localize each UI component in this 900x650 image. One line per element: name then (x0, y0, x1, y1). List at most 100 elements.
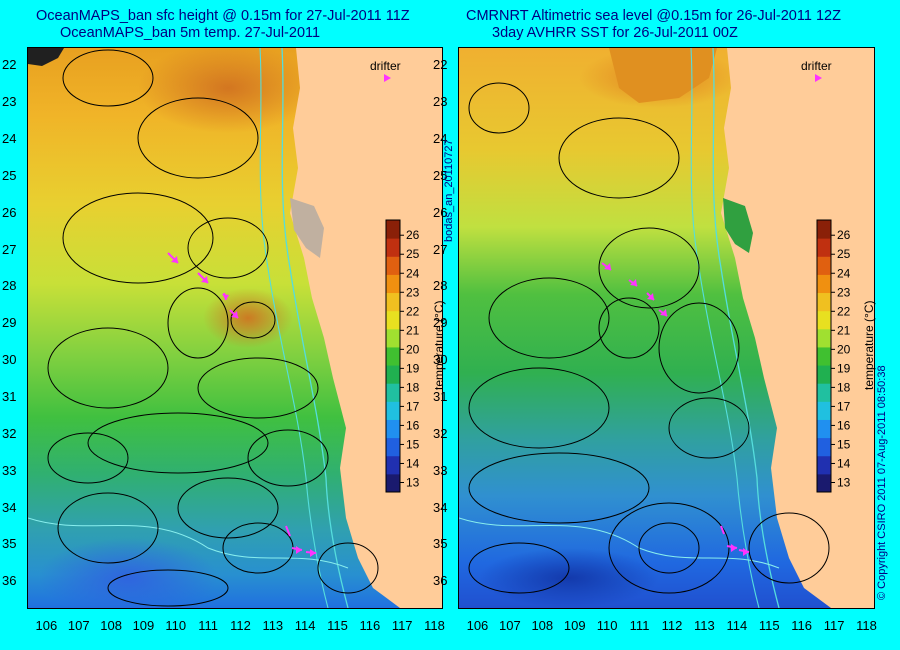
latitude-label: 25 (433, 167, 448, 183)
longitude-label: 117 (823, 618, 845, 633)
land-mainland (721, 48, 874, 608)
longitude-label: 110 (165, 618, 187, 633)
longitude-label: 115 (327, 618, 348, 633)
colorbar-tick-label: 20 (837, 342, 851, 356)
longitude-label: 116 (791, 618, 813, 633)
longitude-label: 106 (35, 618, 58, 633)
colorbar-swatch (817, 292, 831, 312)
longitude-label: 106 (466, 618, 489, 633)
latitude-label: 22 (433, 57, 448, 73)
longitude-label: 107 (499, 618, 521, 633)
colorbar-tick-label: 20 (406, 342, 420, 356)
colorbar-swatch (817, 365, 831, 384)
sea-level-contours (47, 49, 379, 607)
colorbar-swatch (817, 383, 831, 402)
drifter-markers (171, 74, 391, 557)
latitude-label: 36 (2, 573, 17, 589)
latitude-label: 32 (433, 425, 448, 441)
colorbar-swatch (817, 328, 831, 348)
longitude-label: 118 (856, 618, 877, 633)
colorbar-border (816, 219, 832, 493)
colorbar-tick-label: 17 (837, 399, 851, 413)
colorbar-tick-label: 16 (406, 418, 420, 432)
left-title-line1: OceanMAPS_ban sfc height @ 0.15m for 27-… (36, 8, 410, 24)
colorbar-tick-label: 21 (406, 323, 420, 337)
colorbar-swatch (817, 401, 831, 420)
colorbar-swatch (817, 437, 831, 457)
colorbar-tick-label: 15 (406, 437, 420, 451)
colorbar-tick-label: 24 (406, 266, 420, 280)
warm-patch (138, 48, 318, 133)
land-mainland (290, 48, 442, 608)
colorbar-swatch (386, 238, 400, 257)
longitude-label: 113 (262, 618, 284, 633)
colorbar-swatch (817, 274, 831, 294)
drifter-legend-label: drifter (801, 59, 832, 73)
longitude-label: 111 (198, 618, 218, 633)
colorbar-tick-label: 14 (406, 456, 420, 470)
latitude-label: 34 (2, 499, 17, 515)
colorbar-swatch (817, 238, 831, 257)
latitude-label: 27 (433, 241, 448, 257)
right-map-svg: drifter (459, 48, 874, 608)
right-title-line2: 3day AVHRR SST for 26-Jul-2011 00Z (492, 25, 738, 41)
latitude-label: 25 (2, 167, 17, 183)
colorbar-title-left: temperature (°C) (432, 300, 446, 391)
warm-eddy (203, 288, 293, 348)
latitude-label: 29 (2, 315, 17, 331)
longitude-label: 110 (596, 618, 618, 633)
colorbar-tick-label: 25 (406, 247, 420, 261)
latitude-label: 31 (433, 389, 448, 404)
cool-patch (38, 538, 218, 608)
colorbar-swatch (386, 455, 400, 475)
colorbar-tick-label: 26 (406, 228, 420, 242)
drifter-legend-label: drifter (370, 59, 401, 73)
drifter-markers (604, 74, 822, 556)
colorbar-tick-label: 14 (837, 456, 851, 470)
cool-patch (479, 548, 659, 608)
land-inlet (290, 198, 324, 258)
colorbar-swatch (386, 256, 400, 275)
colorbar-tick-label: 23 (837, 285, 851, 299)
latitude-label: 30 (2, 352, 17, 368)
longitude-label: 109 (563, 618, 586, 633)
colorbar-tick-label: 16 (837, 418, 851, 432)
colorbar-tick-label: 18 (837, 380, 851, 394)
colorbar-tick-label: 19 (837, 361, 851, 375)
colorbar-tick-label: 13 (406, 475, 420, 489)
colorbar-border (385, 219, 401, 493)
longitude-label: 111 (629, 618, 650, 633)
colorbar-swatch (386, 328, 400, 348)
colorbar-title-right: temperature (°C) (862, 300, 876, 391)
latitude-label: 26 (2, 204, 17, 220)
copyright-label: © Copyright CSIRO 2011 07-Aug-2011 08:50… (876, 365, 888, 600)
latitude-label: 31 (2, 389, 17, 404)
colorbar-tick-label: 24 (837, 266, 851, 280)
latitude-label: 35 (2, 536, 17, 552)
colorbar-swatch (817, 419, 831, 439)
colorbar-swatch (386, 310, 400, 330)
colorbar-swatch (386, 383, 400, 402)
latitude-label: 33 (2, 462, 17, 478)
colorbar-swatch (817, 346, 831, 366)
colorbar-swatch (386, 419, 400, 439)
isobath-line (259, 48, 329, 608)
run-id-label: bodas_an_20110727 (443, 139, 455, 242)
longitude-label: 107 (67, 618, 90, 633)
longitude-label: 114 (726, 618, 748, 633)
colorbar-swatch (817, 473, 831, 493)
latitude-label: 22 (2, 57, 17, 73)
longitude-label: 115 (758, 618, 780, 633)
longitude-label: 108 (100, 618, 122, 633)
isobath-line (281, 48, 349, 608)
latitude-label: 24 (2, 131, 17, 147)
latitude-label: 34 (433, 499, 448, 515)
left-map-svg: drifter (28, 48, 442, 608)
colorbar-tick-label: 19 (406, 361, 420, 375)
latitude-label: 28 (2, 278, 17, 294)
latitude-label: 33 (433, 462, 448, 478)
colorbar-tick-label: 17 (406, 399, 420, 413)
isobath-line (28, 517, 349, 569)
longitude-label: 116 (359, 618, 381, 633)
colorbar-swatch (386, 437, 400, 457)
